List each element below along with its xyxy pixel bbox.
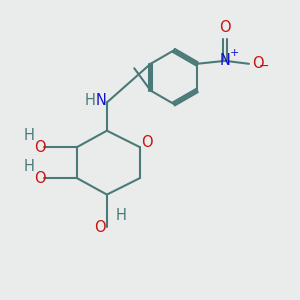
Text: N: N [96,93,107,108]
Text: O: O [219,20,231,35]
Text: O: O [252,56,264,71]
Text: H: H [85,93,96,108]
Text: O: O [141,135,153,150]
Text: O: O [34,171,46,186]
Text: H: H [116,208,127,223]
Text: O: O [94,220,105,235]
Text: H: H [24,159,34,174]
Text: N: N [220,53,231,68]
Text: H: H [24,128,34,143]
Text: O: O [34,140,46,154]
Text: −: − [259,60,269,73]
Text: +: + [230,48,239,59]
